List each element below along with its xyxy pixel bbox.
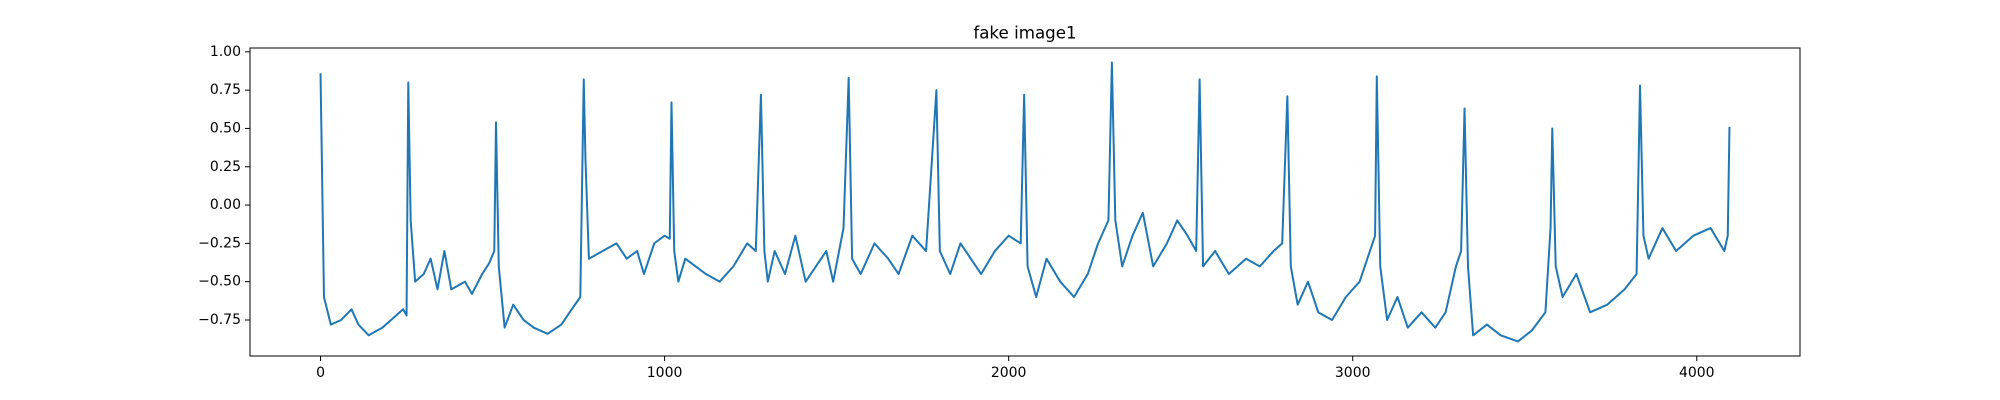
x-tick-label: 0 bbox=[316, 365, 325, 381]
y-tick-label: −0.75 bbox=[198, 312, 241, 328]
x-tick-label: 3000 bbox=[1335, 365, 1371, 381]
y-tick-label: −0.25 bbox=[198, 235, 241, 251]
x-tick-label: 1000 bbox=[647, 365, 683, 381]
y-tick-label: 0.50 bbox=[210, 120, 241, 136]
x-tick-label: 2000 bbox=[991, 365, 1027, 381]
x-tick-label: 4000 bbox=[1679, 365, 1715, 381]
y-tick-label: 0.25 bbox=[210, 159, 241, 175]
y-tick-label: 0.75 bbox=[210, 82, 241, 98]
y-tick-label: 1.00 bbox=[210, 44, 241, 60]
plot-frame bbox=[249, 47, 1801, 357]
y-tick-label: 0.00 bbox=[210, 197, 241, 213]
chart-title: fake image1 bbox=[973, 23, 1076, 43]
data-line bbox=[319, 61, 1731, 343]
y-tick-label: −0.50 bbox=[198, 274, 241, 290]
